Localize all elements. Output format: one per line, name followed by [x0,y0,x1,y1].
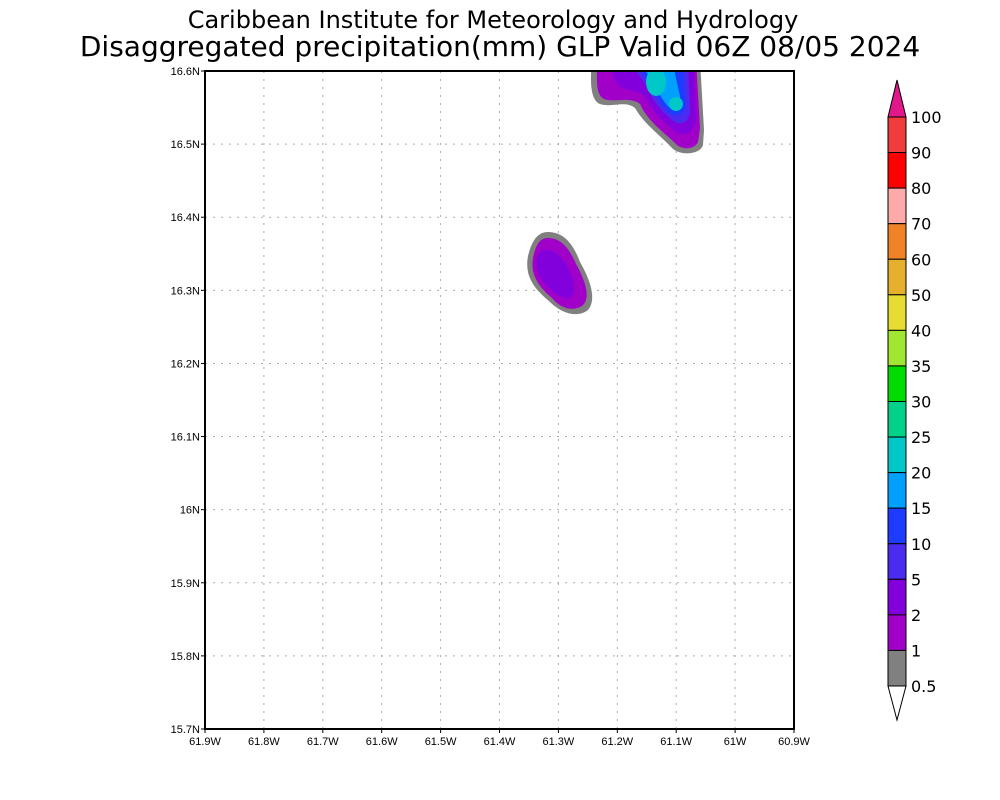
x-tick-label: 61.5W [425,736,457,748]
y-tick-label: 16.3N [171,285,200,297]
colorbar-label: 1 [911,641,921,660]
x-tick-label: 60.9W [778,736,810,748]
colorbar-label: 10 [911,535,931,554]
rain-cell-central-2mm [536,250,574,299]
colorbar-segment [887,614,907,651]
x-tick-label: 61W [724,736,747,748]
colorbar-segment [887,543,907,580]
colorbar-label: 20 [911,464,931,483]
colorbar-label: 0.5 [911,677,936,696]
colorbar-label: 2 [911,606,921,625]
x-tick-label: 61.1W [660,736,692,748]
colorbar-label: 30 [911,393,931,412]
y-tick-label: 16.6N [171,66,200,78]
title-institute: Caribbean Institute for Meteorology and … [188,6,799,34]
y-tick-label: 16N [180,505,200,517]
colorbar-segment [887,187,907,225]
rain-cell-north-20mm-b [669,97,683,111]
x-tick-label: 61.7W [307,736,339,748]
colorbar-segment [887,365,907,402]
colorbar-segment [887,649,907,687]
colorbar-label: 50 [911,286,931,305]
colorbar-bottom-arrow [887,685,907,722]
colorbar-label: 5 [911,570,921,589]
colorbar-label: 70 [911,215,931,234]
y-tick-label: 15.8N [171,651,200,663]
title-product: Disaggregated precipitation(mm) GLP Vali… [80,30,920,63]
x-tick-label: 61.9W [189,736,221,748]
colorbar-segment [887,401,907,438]
colorbar-label: 35 [911,357,931,376]
rain-cell-north-20mm-a [646,71,666,96]
colorbar-top-arrow [887,79,907,118]
colorbar-label: 80 [911,179,931,198]
y-tick-label: 16.1N [171,432,200,444]
colorbar-segment [887,223,907,260]
y-tick-label: 16.5N [171,139,200,151]
axis-ticks: 61.9W 61.8W 61.7W 61.6W 61.5W 61.4W 61.3W 61.2W… [171,66,811,748]
colorbar-label: 60 [911,250,931,269]
colorbar-segment [887,258,907,296]
colorbar: 100 90 80 70 60 50 40 35 30 25 20 15 10 5 2 1 0.5 [887,79,942,722]
y-tick-label: 15.9N [171,578,200,590]
colorbar-label: 40 [911,321,931,340]
colorbar-segment [887,294,907,331]
colorbar-segment [887,152,907,189]
colorbar-label: 100 [911,108,942,127]
colorbar-label: 15 [911,499,931,518]
colorbar-segment [887,507,907,545]
x-tick-label: 61.8W [248,736,280,748]
colorbar-label: 90 [911,144,931,163]
x-tick-label: 61.6W [366,736,398,748]
colorbar-label: 25 [911,428,931,447]
colorbar-segment [887,329,907,367]
x-tick-label: 61.4W [484,736,516,748]
grid-lines [205,71,794,729]
x-tick-label: 61.3W [543,736,575,748]
y-tick-label: 15.7N [171,724,200,736]
y-tick-label: 16.2N [171,358,200,370]
colorbar-segment [887,578,907,616]
precip-fields [527,71,704,315]
x-tick-label: 61.2W [601,736,633,748]
colorbar-segment [887,116,907,154]
y-tick-label: 16.4N [171,212,200,224]
colorbar-segment [887,472,907,509]
colorbar-segment [887,436,907,474]
